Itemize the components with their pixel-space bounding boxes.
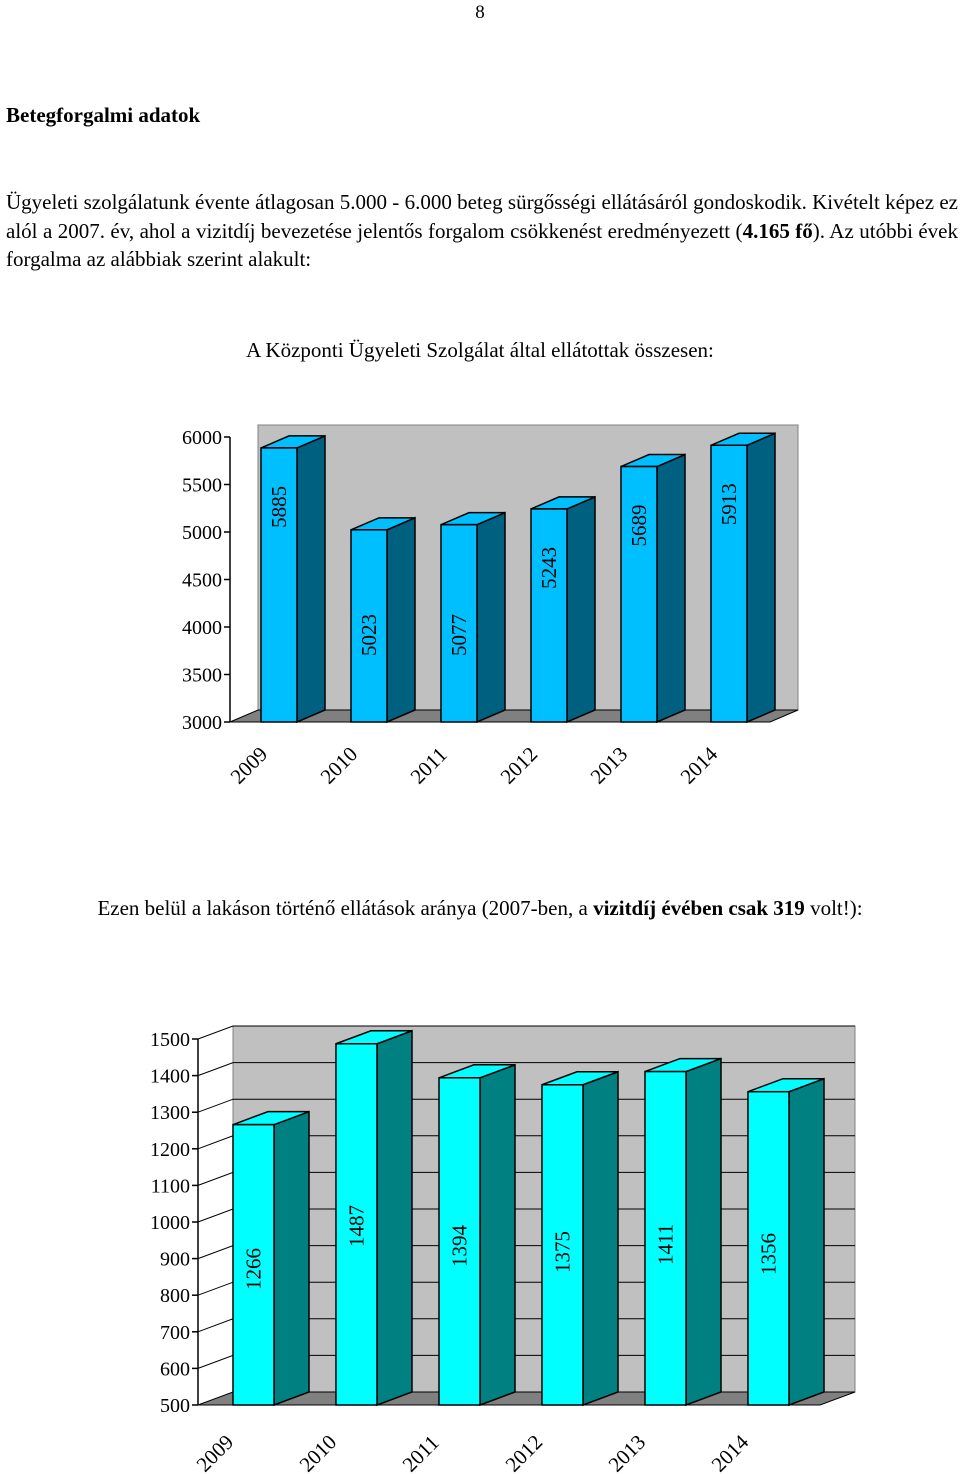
chart1-category-label-2011: 2011 — [406, 742, 452, 788]
chart2-ytick-label: 700 — [160, 1322, 190, 1344]
chart1-value-label-2012: 5243 — [537, 547, 561, 589]
chart2-category-label-2010: 2010 — [295, 1430, 342, 1474]
chart2-bar-side-2013 — [685, 1057, 722, 1407]
chart1-category-label-2010: 2010 — [316, 742, 363, 789]
chart2-ytick-label: 1000 — [150, 1212, 190, 1234]
chart2-value-label-2014: 1356 — [757, 1233, 781, 1275]
chart2-bar-side-2012 — [582, 1070, 619, 1407]
chart1-category-label-2009: 2009 — [226, 742, 273, 789]
chart2-title-text-2: volt!): — [804, 896, 863, 920]
chart1-bar-2011 — [440, 523, 478, 723]
chart2-title-text-1: Ezen belül a lakáson történő ellátások a… — [97, 896, 594, 920]
chart2-bar-2011 — [438, 1077, 481, 1406]
chart2-ytick-label: 500 — [160, 1395, 190, 1417]
chart2-bar-2009 — [232, 1123, 275, 1406]
chart2-category-label-2014: 2014 — [707, 1430, 754, 1474]
chart1-bar-2013 — [620, 465, 658, 723]
chart1-bar-2012 — [530, 508, 568, 723]
chart2-ytick-label: 900 — [160, 1249, 190, 1271]
chart1-ytick-label: 4000 — [182, 617, 222, 639]
chart2-bar-2014 — [747, 1090, 790, 1406]
chart2-gridline — [197, 1062, 855, 1077]
chart1-ytick-label: 4500 — [182, 570, 222, 592]
chart1-ytick-label: 5000 — [182, 522, 222, 544]
intro-bold-count: 4.165 fő — [742, 218, 813, 243]
intro-text-1: Ügyeleti szolgálatunk évente átlagosan 5… — [6, 190, 958, 243]
chart2-value-label-2009: 1266 — [242, 1248, 266, 1290]
page-number: 8 — [475, 2, 485, 23]
chart1-value-label-2013: 5689 — [627, 505, 651, 547]
chart2-ytick-label: 1200 — [150, 1139, 190, 1161]
chart1-category-label-2012: 2012 — [496, 742, 543, 789]
intro-paragraph: Ügyeleti szolgálatunk évente átlagosan 5… — [6, 188, 958, 274]
chart1-bar-side-2010 — [386, 516, 416, 724]
chart2-bar-side-2010 — [376, 1029, 413, 1407]
chart1-bar-side-2013 — [656, 453, 686, 724]
chart1-ytick-label: 3500 — [182, 665, 222, 687]
chart2-title-bold: vizitdíj évében csak 319 — [593, 896, 805, 920]
chart1-bar-2010 — [350, 529, 388, 723]
chart2-home-visits: 500 600 700 800 900 1000 1100 1200 1300 1400 1500 1… — [150, 1025, 856, 1474]
chart2-bar-side-2009 — [273, 1110, 310, 1407]
chart1-ytick-label: 6000 — [182, 427, 222, 449]
chart1-bar-2014 — [710, 444, 748, 723]
chart2-bar-side-2011 — [479, 1063, 516, 1407]
section-heading: Betegforgalmi adatok — [6, 103, 201, 127]
chart2-ytick-label: 800 — [160, 1285, 190, 1307]
chart1-category-label-2014: 2014 — [676, 742, 723, 789]
chart2-ytick-label: 1100 — [151, 1175, 190, 1197]
chart2-value-label-2012: 1375 — [551, 1231, 575, 1273]
chart2-value-label-2013: 1411 — [654, 1224, 678, 1265]
chart1-bar-side-2011 — [476, 511, 506, 724]
chart1-bar-side-2012 — [566, 495, 596, 724]
chart2-category-label-2013: 2013 — [604, 1430, 651, 1474]
chart2-value-label-2011: 1394 — [448, 1225, 472, 1268]
chart1-total-patients: 3000 3500 4000 4500 5000 5500 6000 5885 2009 5023… — [182, 424, 799, 789]
intro-text-2: ). Az utóbbi évek forgalma az alábbiak s… — [6, 218, 959, 272]
chart2-bar-side-2014 — [788, 1077, 825, 1407]
chart1-value-label-2014: 5913 — [717, 483, 741, 525]
chart2-title: Ezen belül a lakáson történő ellátások a… — [0, 896, 960, 921]
chart2-category-label-2009: 2009 — [192, 1430, 239, 1474]
chart2-bar-2013 — [644, 1070, 687, 1406]
chart2-category-label-2012: 2012 — [501, 1430, 548, 1474]
chart2-value-label-2010: 1487 — [345, 1205, 369, 1247]
chart1-value-label-2010: 5023 — [357, 614, 381, 656]
chart2-bar-2012 — [541, 1084, 584, 1406]
chart2-bar-2010 — [335, 1043, 378, 1406]
chart1-category-label-2013: 2013 — [586, 742, 633, 789]
chart2-ytick-label: 1500 — [150, 1029, 190, 1051]
chart2-ytick-label: 600 — [160, 1358, 190, 1380]
chart1-title: A Központi Ügyeleti Szolgálat által ellá… — [246, 338, 714, 362]
chart2-gridline — [197, 1025, 855, 1040]
chart1-bar-side-2009 — [296, 434, 326, 724]
chart1-bar-2009 — [260, 447, 298, 723]
chart2-ytick-label: 1300 — [150, 1102, 190, 1124]
chart1-value-label-2011: 5077 — [447, 614, 471, 656]
chart1-ytick-label: 3000 — [182, 712, 222, 734]
chart1-ytick-label: 5500 — [182, 475, 222, 497]
chart1-value-label-2009: 5885 — [267, 486, 291, 528]
chart1-bar-side-2014 — [746, 432, 776, 724]
chart2-ytick-label: 1400 — [150, 1066, 190, 1088]
chart2-category-label-2011: 2011 — [398, 1430, 444, 1474]
